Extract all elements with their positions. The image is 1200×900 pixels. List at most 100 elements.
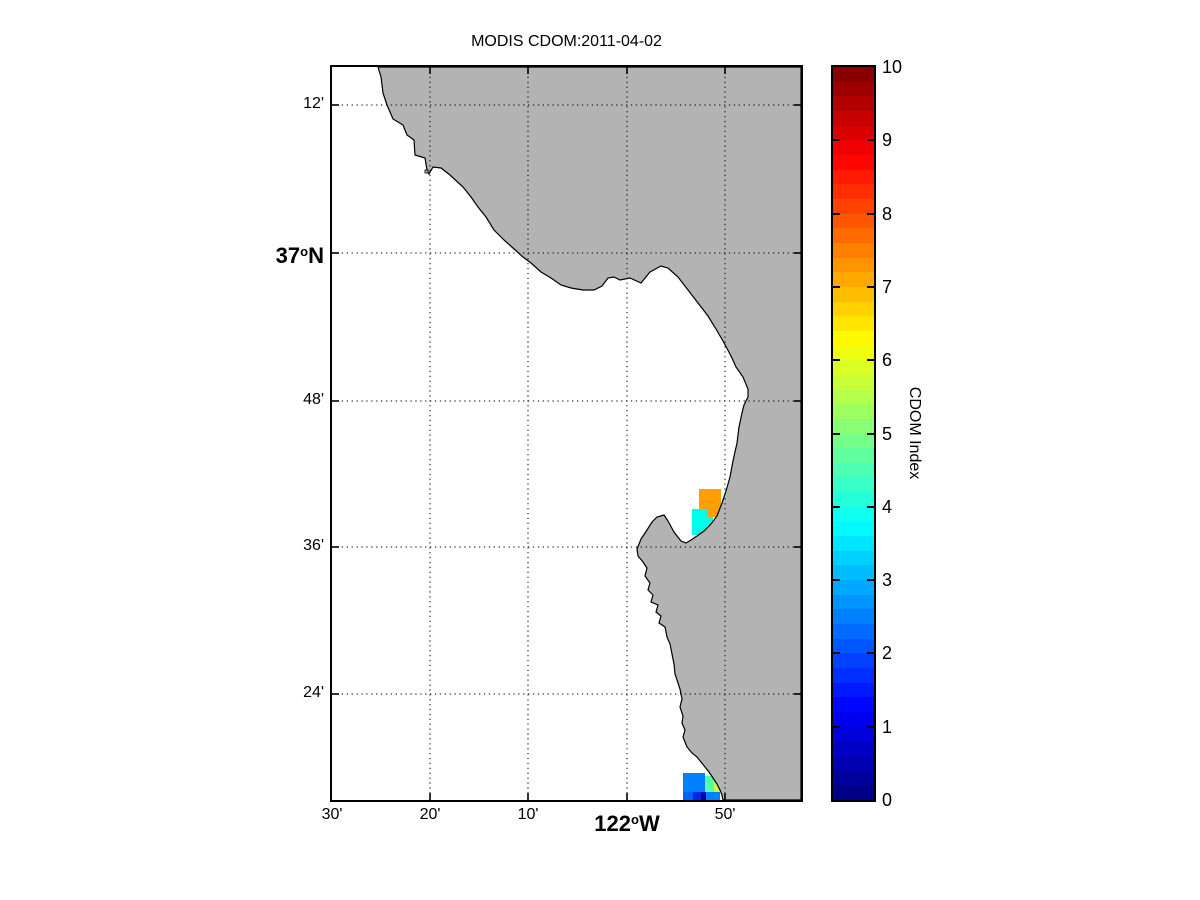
colorbar-tick: [833, 432, 840, 435]
x-tick-label: 122oW: [594, 811, 660, 836]
colorbar: [831, 65, 876, 802]
colorbar-band: [833, 170, 874, 184]
y-tick-label: 48': [303, 391, 324, 408]
colorbar-tick: [833, 725, 840, 728]
y-tick-label: 37oN: [275, 243, 324, 268]
colorbar-tick-label: 9: [882, 130, 893, 151]
colorbar-band: [833, 360, 874, 375]
colorbar-band: [833, 302, 874, 316]
colorbar-band: [833, 258, 874, 272]
colorbar-band: [833, 536, 874, 551]
colorbar-tick: [867, 212, 874, 215]
colorbar-band: [833, 492, 874, 507]
colorbar-band: [833, 404, 874, 419]
y-tick-label: 12': [303, 95, 324, 112]
x-tick-label: 20': [419, 806, 441, 823]
colorbar-band: [833, 477, 874, 492]
y-tick-label: 36': [303, 537, 324, 554]
colorbar-band: [833, 756, 874, 771]
colorbar-tick-label: 1: [882, 716, 893, 737]
colorbar-tick-label: 8: [882, 203, 893, 224]
colorbar-tick: [833, 652, 840, 655]
colorbar-band: [833, 375, 874, 390]
colorbar-band: [833, 390, 874, 404]
cdom-pixel: [706, 792, 720, 800]
colorbar-band: [833, 214, 874, 228]
colorbar-band: [833, 639, 874, 653]
colorbar-band: [833, 507, 874, 521]
colorbar-band: [833, 272, 874, 287]
cdom-pixel: [693, 792, 701, 800]
colorbar-band: [833, 683, 874, 697]
colorbar-band: [833, 126, 874, 140]
colorbar-tick: [833, 212, 840, 215]
colorbar-band: [833, 521, 874, 536]
colorbar-band: [833, 580, 874, 595]
colorbar-tick-label: 3: [882, 570, 893, 591]
colorbar-tick: [867, 505, 874, 508]
colorbar-band: [833, 624, 874, 639]
land-polygon-california-coast: [377, 67, 801, 800]
colorbar-tick: [867, 359, 874, 362]
map-plot-box: [330, 65, 803, 802]
cdom-pixel: [692, 509, 707, 535]
islet-rock: [424, 169, 429, 174]
colorbar-band: [833, 463, 874, 477]
colorbar-band: [833, 287, 874, 302]
plot-title: MODIS CDOM:2011-04-02: [471, 33, 662, 50]
colorbar-tick: [833, 285, 840, 288]
colorbar-tick: [867, 652, 874, 655]
colorbar-band: [833, 609, 874, 624]
colorbar-band: [833, 551, 874, 565]
colorbar-tick: [867, 725, 874, 728]
colorbar-tick: [867, 139, 874, 142]
x-tick-label: 30': [321, 806, 343, 823]
colorbar-band: [833, 243, 874, 258]
colorbar-band: [833, 785, 874, 800]
colorbar-tick: [867, 432, 874, 435]
colorbar-band: [833, 565, 874, 580]
colorbar-tick-label: 2: [882, 643, 893, 664]
colorbar-gradient: [833, 67, 874, 800]
axis-tick-layer: [332, 67, 801, 800]
colorbar-band: [833, 111, 874, 126]
colorbar-band: [833, 199, 874, 214]
colorbar-tick: [833, 359, 840, 362]
colorbar-band: [833, 771, 874, 785]
cdom-pixel: [683, 792, 693, 800]
colorbar-band: [833, 653, 874, 668]
colorbar-band: [833, 184, 874, 199]
colorbar-band: [833, 419, 874, 434]
cdom-pixel: [701, 792, 706, 800]
colorbar-tick-label: 7: [882, 276, 893, 297]
y-tick-label: 24': [303, 684, 324, 701]
colorbar-band: [833, 96, 874, 111]
colorbar-band: [833, 727, 874, 741]
colorbar-axis-label: CDOM Index: [906, 386, 923, 480]
cdom-pixel: [699, 489, 721, 510]
colorbar-band: [833, 741, 874, 756]
x-tick-label: 50': [714, 806, 736, 823]
colorbar-tick-label: 5: [882, 423, 893, 444]
colorbar-band: [833, 331, 874, 346]
colorbar-band: [833, 434, 874, 448]
colorbar-band: [833, 228, 874, 243]
cdom-pixel: [707, 510, 721, 517]
colorbar-tick-label: 10: [882, 57, 903, 77]
colorbar-band: [833, 448, 874, 463]
x-tick-label: 10': [517, 806, 539, 823]
colorbar-band: [833, 712, 874, 727]
cdom-pixel: [705, 776, 714, 792]
colorbar-band: [833, 155, 874, 170]
colorbar-tick-label: 4: [882, 496, 893, 517]
colorbar-tick-label: 0: [882, 790, 893, 810]
cdom-pixel: [683, 773, 705, 792]
colorbar-tick: [833, 579, 840, 582]
colorbar-tick-label: 6: [882, 350, 893, 371]
colorbar-band: [833, 316, 874, 331]
colorbar-band: [833, 595, 874, 609]
cdom-pixel: [707, 517, 713, 526]
colorbar-tick: [867, 285, 874, 288]
colorbar-tick: [833, 505, 840, 508]
